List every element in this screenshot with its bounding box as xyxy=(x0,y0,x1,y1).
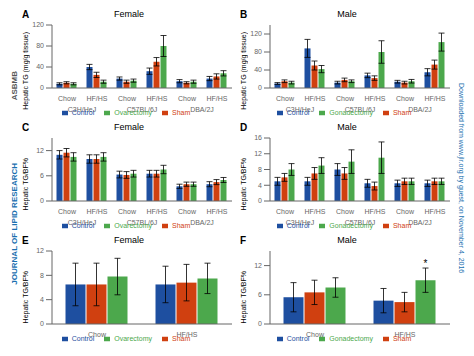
svg-text:DBA/2J: DBA/2J xyxy=(190,219,214,226)
svg-text:0: 0 xyxy=(40,320,44,327)
svg-text:C57BL/6J: C57BL/6J xyxy=(345,219,376,226)
svg-text:12: 12 xyxy=(254,150,262,157)
svg-text:HF/HS: HF/HS xyxy=(177,331,198,338)
svg-text:Chow: Chow xyxy=(118,95,137,102)
svg-text:80: 80 xyxy=(254,48,262,55)
svg-text:0: 0 xyxy=(40,197,44,204)
svg-text:HF/HS: HF/HS xyxy=(147,95,168,102)
svg-text:0: 0 xyxy=(40,84,44,91)
svg-text:Chow: Chow xyxy=(88,331,107,338)
svg-text:HF/HS: HF/HS xyxy=(207,208,228,215)
svg-text:HF/HS: HF/HS xyxy=(305,208,326,215)
svg-text:DBA/2J: DBA/2J xyxy=(408,219,432,226)
svg-text:DBA/2J: DBA/2J xyxy=(190,106,214,113)
svg-text:8: 8 xyxy=(40,272,44,279)
svg-text:HF/HS: HF/HS xyxy=(425,95,446,102)
svg-text:Chow: Chow xyxy=(336,95,355,102)
svg-text:Chow: Chow xyxy=(306,331,325,338)
svg-text:4: 4 xyxy=(40,296,44,303)
svg-text:C57BL/6J: C57BL/6J xyxy=(345,106,376,113)
svg-text:Chow: Chow xyxy=(276,95,295,102)
svg-text:8: 8 xyxy=(258,166,262,173)
svg-text:HF/HS: HF/HS xyxy=(365,208,386,215)
svg-text:HF/HS: HF/HS xyxy=(207,95,228,102)
svg-text:Chow: Chow xyxy=(118,208,137,215)
svg-text:0: 0 xyxy=(258,320,262,327)
svg-text:C3H/HeJ: C3H/HeJ xyxy=(286,106,314,113)
svg-text:C3H/HeJ: C3H/HeJ xyxy=(68,219,96,226)
svg-text:0: 0 xyxy=(258,197,262,204)
svg-text:C3H/HeJ: C3H/HeJ xyxy=(286,219,314,226)
svg-text:6: 6 xyxy=(40,172,44,179)
svg-text:C57BL/6J: C57BL/6J xyxy=(127,219,158,226)
svg-text:HF/HS: HF/HS xyxy=(147,208,168,215)
svg-text:HF/HS: HF/HS xyxy=(395,331,416,338)
svg-text:HF/HS: HF/HS xyxy=(87,95,108,102)
svg-text:16: 16 xyxy=(254,134,262,141)
svg-text:40: 40 xyxy=(36,63,44,70)
svg-text:40: 40 xyxy=(254,66,262,73)
svg-text:Chow: Chow xyxy=(336,208,355,215)
svg-text:Chow: Chow xyxy=(396,95,415,102)
svg-text:Chow: Chow xyxy=(58,95,77,102)
svg-text:6: 6 xyxy=(258,291,262,298)
svg-text:80: 80 xyxy=(36,42,44,49)
svg-text:12: 12 xyxy=(254,262,262,269)
svg-text:4: 4 xyxy=(258,182,262,189)
svg-text:120: 120 xyxy=(250,30,262,37)
svg-text:DBA/2J: DBA/2J xyxy=(408,106,432,113)
svg-text:HF/HS: HF/HS xyxy=(425,208,446,215)
svg-text:HF/HS: HF/HS xyxy=(305,95,326,102)
svg-text:Chow: Chow xyxy=(396,208,415,215)
svg-text:C57BL/6J: C57BL/6J xyxy=(127,106,158,113)
svg-text:C3H/HeJ: C3H/HeJ xyxy=(68,106,96,113)
svg-text:Chow: Chow xyxy=(58,208,77,215)
svg-text:0: 0 xyxy=(258,84,262,91)
svg-text:Chow: Chow xyxy=(276,208,295,215)
svg-text:HF/HS: HF/HS xyxy=(87,208,108,215)
svg-text:12: 12 xyxy=(36,247,44,254)
svg-text:HF/HS: HF/HS xyxy=(365,95,386,102)
svg-text:Chow: Chow xyxy=(178,208,197,215)
svg-text:12: 12 xyxy=(36,147,44,154)
svg-text:Chow: Chow xyxy=(178,95,197,102)
svg-text:120: 120 xyxy=(32,21,44,28)
svg-text:*: * xyxy=(424,258,428,269)
